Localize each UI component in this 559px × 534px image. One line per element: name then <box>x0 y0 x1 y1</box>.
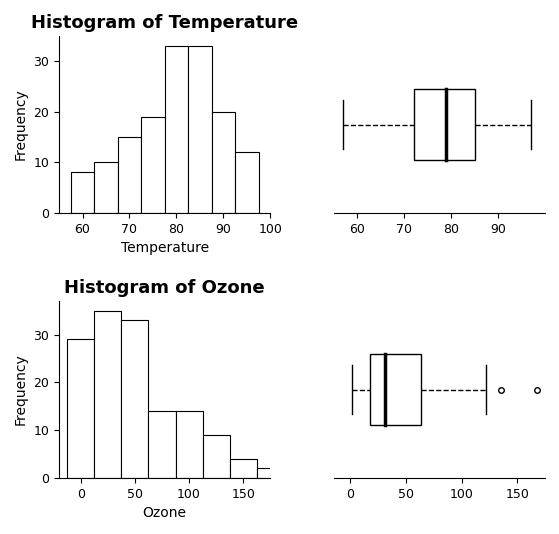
Bar <box>165 46 188 213</box>
Bar <box>149 411 176 478</box>
Bar <box>176 411 203 478</box>
FancyBboxPatch shape <box>414 89 475 160</box>
Y-axis label: Frequency: Frequency <box>14 354 28 426</box>
Bar <box>94 311 121 478</box>
Bar <box>121 320 149 478</box>
Bar <box>212 112 235 213</box>
X-axis label: Ozone: Ozone <box>143 506 187 520</box>
Bar <box>67 340 94 478</box>
X-axis label: Temperature: Temperature <box>121 241 209 255</box>
Bar <box>230 459 257 478</box>
Bar <box>257 468 284 478</box>
Title: Histogram of Temperature: Histogram of Temperature <box>31 14 299 32</box>
Y-axis label: Frequency: Frequency <box>14 89 28 160</box>
Bar <box>188 46 212 213</box>
Bar <box>94 162 118 213</box>
Bar <box>203 435 230 478</box>
Bar <box>141 117 165 213</box>
Bar <box>71 172 94 213</box>
Bar <box>235 152 259 213</box>
FancyBboxPatch shape <box>371 354 421 425</box>
Bar <box>118 137 141 213</box>
Title: Histogram of Ozone: Histogram of Ozone <box>64 279 265 297</box>
